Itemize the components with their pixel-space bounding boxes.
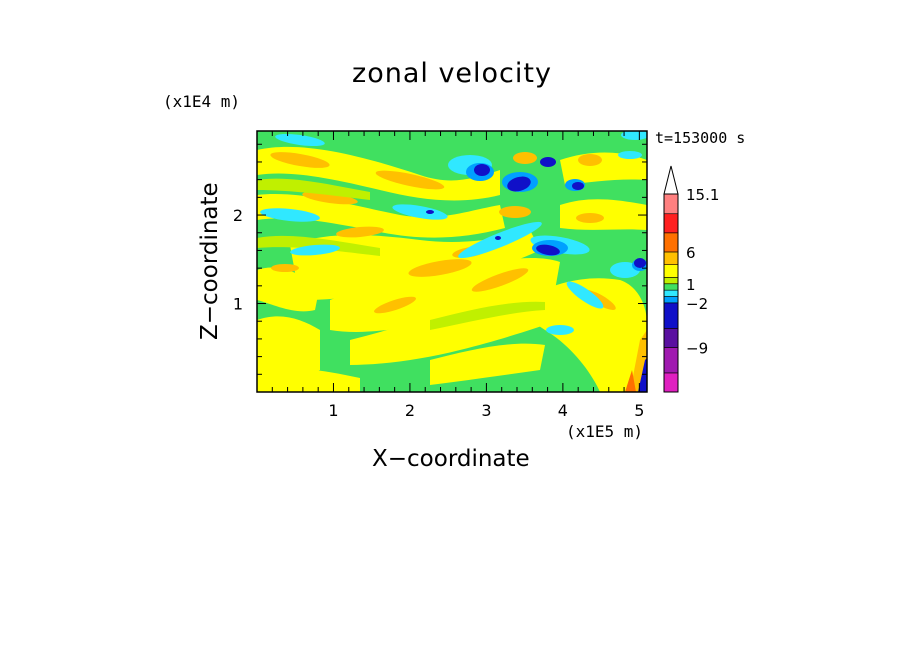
colorbar-extend-arrow xyxy=(663,165,679,195)
x-tick-label: 4 xyxy=(558,401,568,420)
x-unit-label: (x1E5 m) xyxy=(566,422,644,441)
colorbar-segment xyxy=(663,264,679,278)
colorbar-segment xyxy=(663,283,679,291)
colorbar-label: 1 xyxy=(686,276,696,294)
colorbar-segment xyxy=(663,193,679,215)
colorbar-label: −9 xyxy=(686,339,708,357)
x-tick-label: 1 xyxy=(328,401,338,420)
colorbar-frame xyxy=(663,193,679,393)
colorbar-segment xyxy=(663,289,679,297)
y-unit-label: (x1E4 m) xyxy=(163,92,241,111)
colorbar-segment xyxy=(663,232,679,253)
x-ticks: 1 2 3 4 5 xyxy=(271,131,644,420)
chart-title: zonal velocity xyxy=(352,58,552,89)
y-ticks: 12 xyxy=(233,143,647,375)
colorbar-segment xyxy=(663,213,679,234)
colorbar-segment xyxy=(663,296,679,304)
x-tick-label: 3 xyxy=(481,401,491,420)
colorbar-segment xyxy=(663,372,679,393)
colorbar-segment xyxy=(663,347,679,374)
contour-field xyxy=(257,131,647,392)
cyan-bands xyxy=(260,131,647,335)
colorbar-label: −2 xyxy=(686,295,708,313)
colorbar-segment xyxy=(663,251,679,265)
corner-feature xyxy=(625,330,647,392)
colorbar-segment xyxy=(663,328,679,348)
darkblue-cores xyxy=(426,157,646,268)
colorbar-label: 6 xyxy=(686,244,696,262)
y-tick-label: 1 xyxy=(233,295,243,314)
colorbar-label: 15.1 xyxy=(686,186,719,204)
x-tick-label: 2 xyxy=(405,401,415,420)
x-axis-label: X−coordinate xyxy=(372,446,530,472)
colorbar: 15.1 6 1−2 −9 xyxy=(663,165,719,393)
x-tick-label: 5 xyxy=(634,401,644,420)
y-tick-label: 2 xyxy=(233,206,243,225)
plot-frame xyxy=(256,130,648,393)
time-label: t=153000 s xyxy=(655,129,746,147)
colorbar-segment xyxy=(663,302,679,329)
colorbar-segment xyxy=(663,277,679,285)
